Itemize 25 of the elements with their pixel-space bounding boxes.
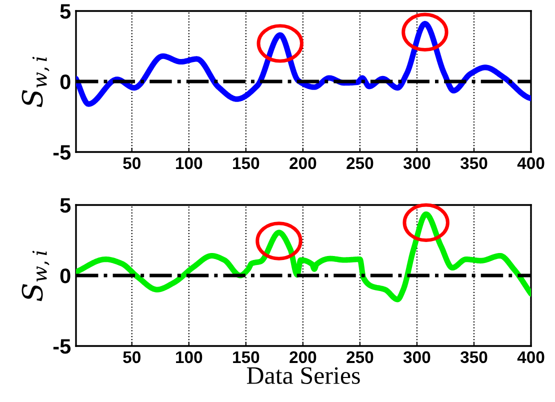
- x-tick-label: 50: [123, 351, 140, 364]
- x-tick-label: 400: [517, 351, 544, 364]
- x-tick-label: 200: [290, 157, 316, 170]
- y-axis-title: S$_{w,i}$: [22, 250, 50, 302]
- y-tick-label: 0: [60, 268, 70, 284]
- x-tick-label: 250: [346, 157, 374, 170]
- x-tick-label: 300: [403, 351, 430, 364]
- x-tick-label: 200: [290, 351, 316, 364]
- y-tick-label: 5: [60, 4, 71, 19]
- x-tick-label: 350: [460, 157, 488, 170]
- x-tick-label: 250: [346, 351, 374, 364]
- x-tick-label: 150: [233, 351, 260, 364]
- y-tick-label: -5: [53, 339, 71, 354]
- x-tick-label: 50: [123, 157, 140, 170]
- y-tick-label: 0: [60, 74, 70, 90]
- x-tick-label: 400: [517, 157, 544, 170]
- x-tick-label: 100: [176, 157, 202, 170]
- x-tick-label: 350: [460, 351, 488, 364]
- y-tick-label: -5: [53, 145, 71, 160]
- y-tick-label: 5: [60, 198, 71, 213]
- x-axis-title: Data Series: [246, 367, 360, 384]
- x-tick-label: 300: [403, 157, 430, 170]
- x-tick-label: 150: [233, 157, 260, 170]
- x-tick-label: 100: [176, 351, 202, 364]
- y-axis-title: S$_{w,i}$: [22, 56, 50, 108]
